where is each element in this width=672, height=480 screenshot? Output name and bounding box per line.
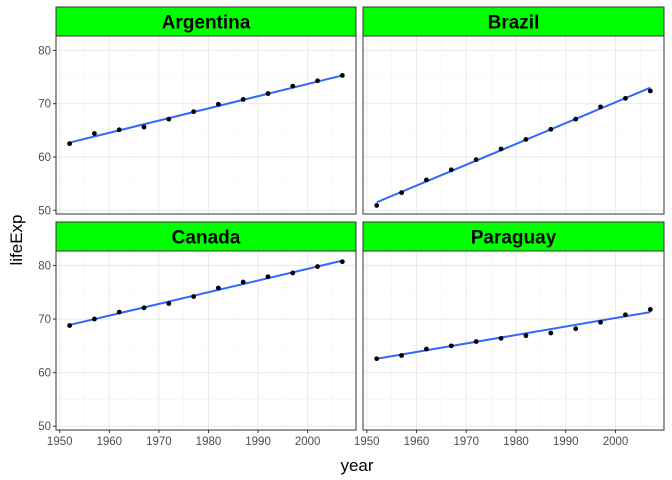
data-point — [374, 203, 380, 208]
facet-strip-background — [55, 221, 357, 252]
x-tick-label: 2000 — [603, 436, 629, 448]
x-tick-label: 1980 — [503, 436, 529, 448]
x-tick-label: 1970 — [453, 436, 479, 448]
panels-layer: Argentina Brazil Canada Paraguay — [55, 6, 665, 431]
data-point — [191, 109, 197, 115]
facet-strip-label: Argentina — [162, 13, 251, 34]
data-point — [448, 167, 454, 173]
data-point — [598, 319, 603, 325]
data-point — [315, 264, 320, 269]
data-point — [265, 91, 271, 96]
data-point — [67, 141, 73, 147]
facet-strip-background — [362, 6, 665, 37]
data-point — [647, 88, 653, 94]
data-point — [215, 285, 221, 291]
data-point — [141, 124, 147, 130]
data-point — [374, 356, 380, 362]
plot-background — [363, 251, 664, 430]
y-tick-label: 60 — [38, 368, 51, 380]
x-tick-label: 1970 — [146, 436, 172, 448]
fit-line — [376, 311, 651, 360]
data-point — [92, 316, 97, 322]
data-point — [623, 312, 628, 318]
data-point — [473, 339, 479, 344]
data-point — [623, 95, 628, 101]
data-point — [473, 157, 479, 163]
data-point — [290, 83, 296, 89]
data-point — [339, 73, 345, 78]
panel-border — [55, 250, 357, 431]
y-tick-label: 50 — [38, 205, 51, 217]
data-point — [498, 335, 504, 341]
facet-strip-background — [362, 221, 665, 252]
panel-border — [55, 35, 357, 215]
data-point — [498, 146, 504, 152]
data-point — [647, 307, 653, 312]
facet-panel-canada: Canada — [55, 221, 357, 431]
data-point — [315, 78, 320, 84]
plot-background — [56, 251, 356, 430]
data-point — [548, 126, 554, 132]
data-point — [399, 353, 404, 358]
data-point — [191, 294, 197, 299]
data-point — [548, 330, 554, 336]
y-tick-label: 80 — [38, 45, 51, 57]
data-point — [424, 346, 429, 352]
fit-line — [69, 74, 343, 144]
data-point — [448, 343, 454, 349]
y-tick-label: 80 — [38, 260, 51, 272]
x-tick-label: 1990 — [245, 436, 271, 448]
facet-panel-argentina: Argentina — [55, 6, 357, 215]
x-tick-label: 1990 — [553, 436, 579, 448]
facet-panel-paraguay: Paraguay — [362, 221, 665, 431]
data-point — [523, 136, 529, 142]
data-point — [166, 116, 172, 122]
panel-border — [362, 250, 665, 431]
y-axis-title: lifeExp — [7, 214, 26, 265]
facet-panel-brazil: Brazil — [362, 6, 665, 215]
x-axis-title: year — [340, 456, 373, 475]
x-tick-label: 1950 — [47, 436, 73, 448]
data-point — [116, 127, 122, 133]
data-point — [265, 274, 271, 280]
facet-strip-background — [55, 6, 357, 37]
plot-background — [56, 36, 356, 214]
fit-line — [376, 86, 651, 204]
facet-strip-label: Canada — [172, 228, 241, 249]
data-point — [523, 333, 529, 339]
data-point — [573, 326, 579, 332]
fit-line — [69, 259, 343, 326]
data-point — [399, 190, 404, 196]
facet-strip-label: Brazil — [488, 13, 540, 34]
data-point — [92, 131, 97, 136]
x-axes: 1950 1960 1970 1980 1990 2000 1950 1960 1970 1980… — [47, 430, 628, 448]
data-point — [424, 177, 429, 183]
x-tick-label: 1950 — [354, 436, 380, 448]
data-point — [116, 309, 122, 315]
plot-background — [363, 36, 664, 214]
data-point — [141, 305, 147, 311]
data-point — [290, 270, 296, 276]
x-tick-label: 1960 — [404, 436, 430, 448]
x-tick-label: 1960 — [97, 436, 123, 448]
data-point — [240, 97, 246, 102]
y-tick-label: 60 — [38, 152, 51, 164]
data-point — [240, 279, 246, 285]
x-tick-label: 2000 — [295, 436, 321, 448]
facet-strip-label: Paraguay — [471, 228, 557, 249]
data-point — [573, 116, 579, 122]
data-point — [166, 301, 172, 306]
data-point — [339, 259, 345, 265]
y-axes: 50 60 70 80 50 60 70 80 — [38, 45, 56, 433]
y-tick-label: 70 — [38, 99, 51, 111]
y-tick-label: 70 — [38, 314, 51, 326]
y-tick-label: 50 — [38, 421, 51, 433]
panel-border — [362, 35, 665, 215]
x-tick-label: 1980 — [196, 436, 222, 448]
data-point — [215, 101, 221, 107]
data-point — [598, 104, 603, 110]
data-point — [67, 323, 73, 328]
